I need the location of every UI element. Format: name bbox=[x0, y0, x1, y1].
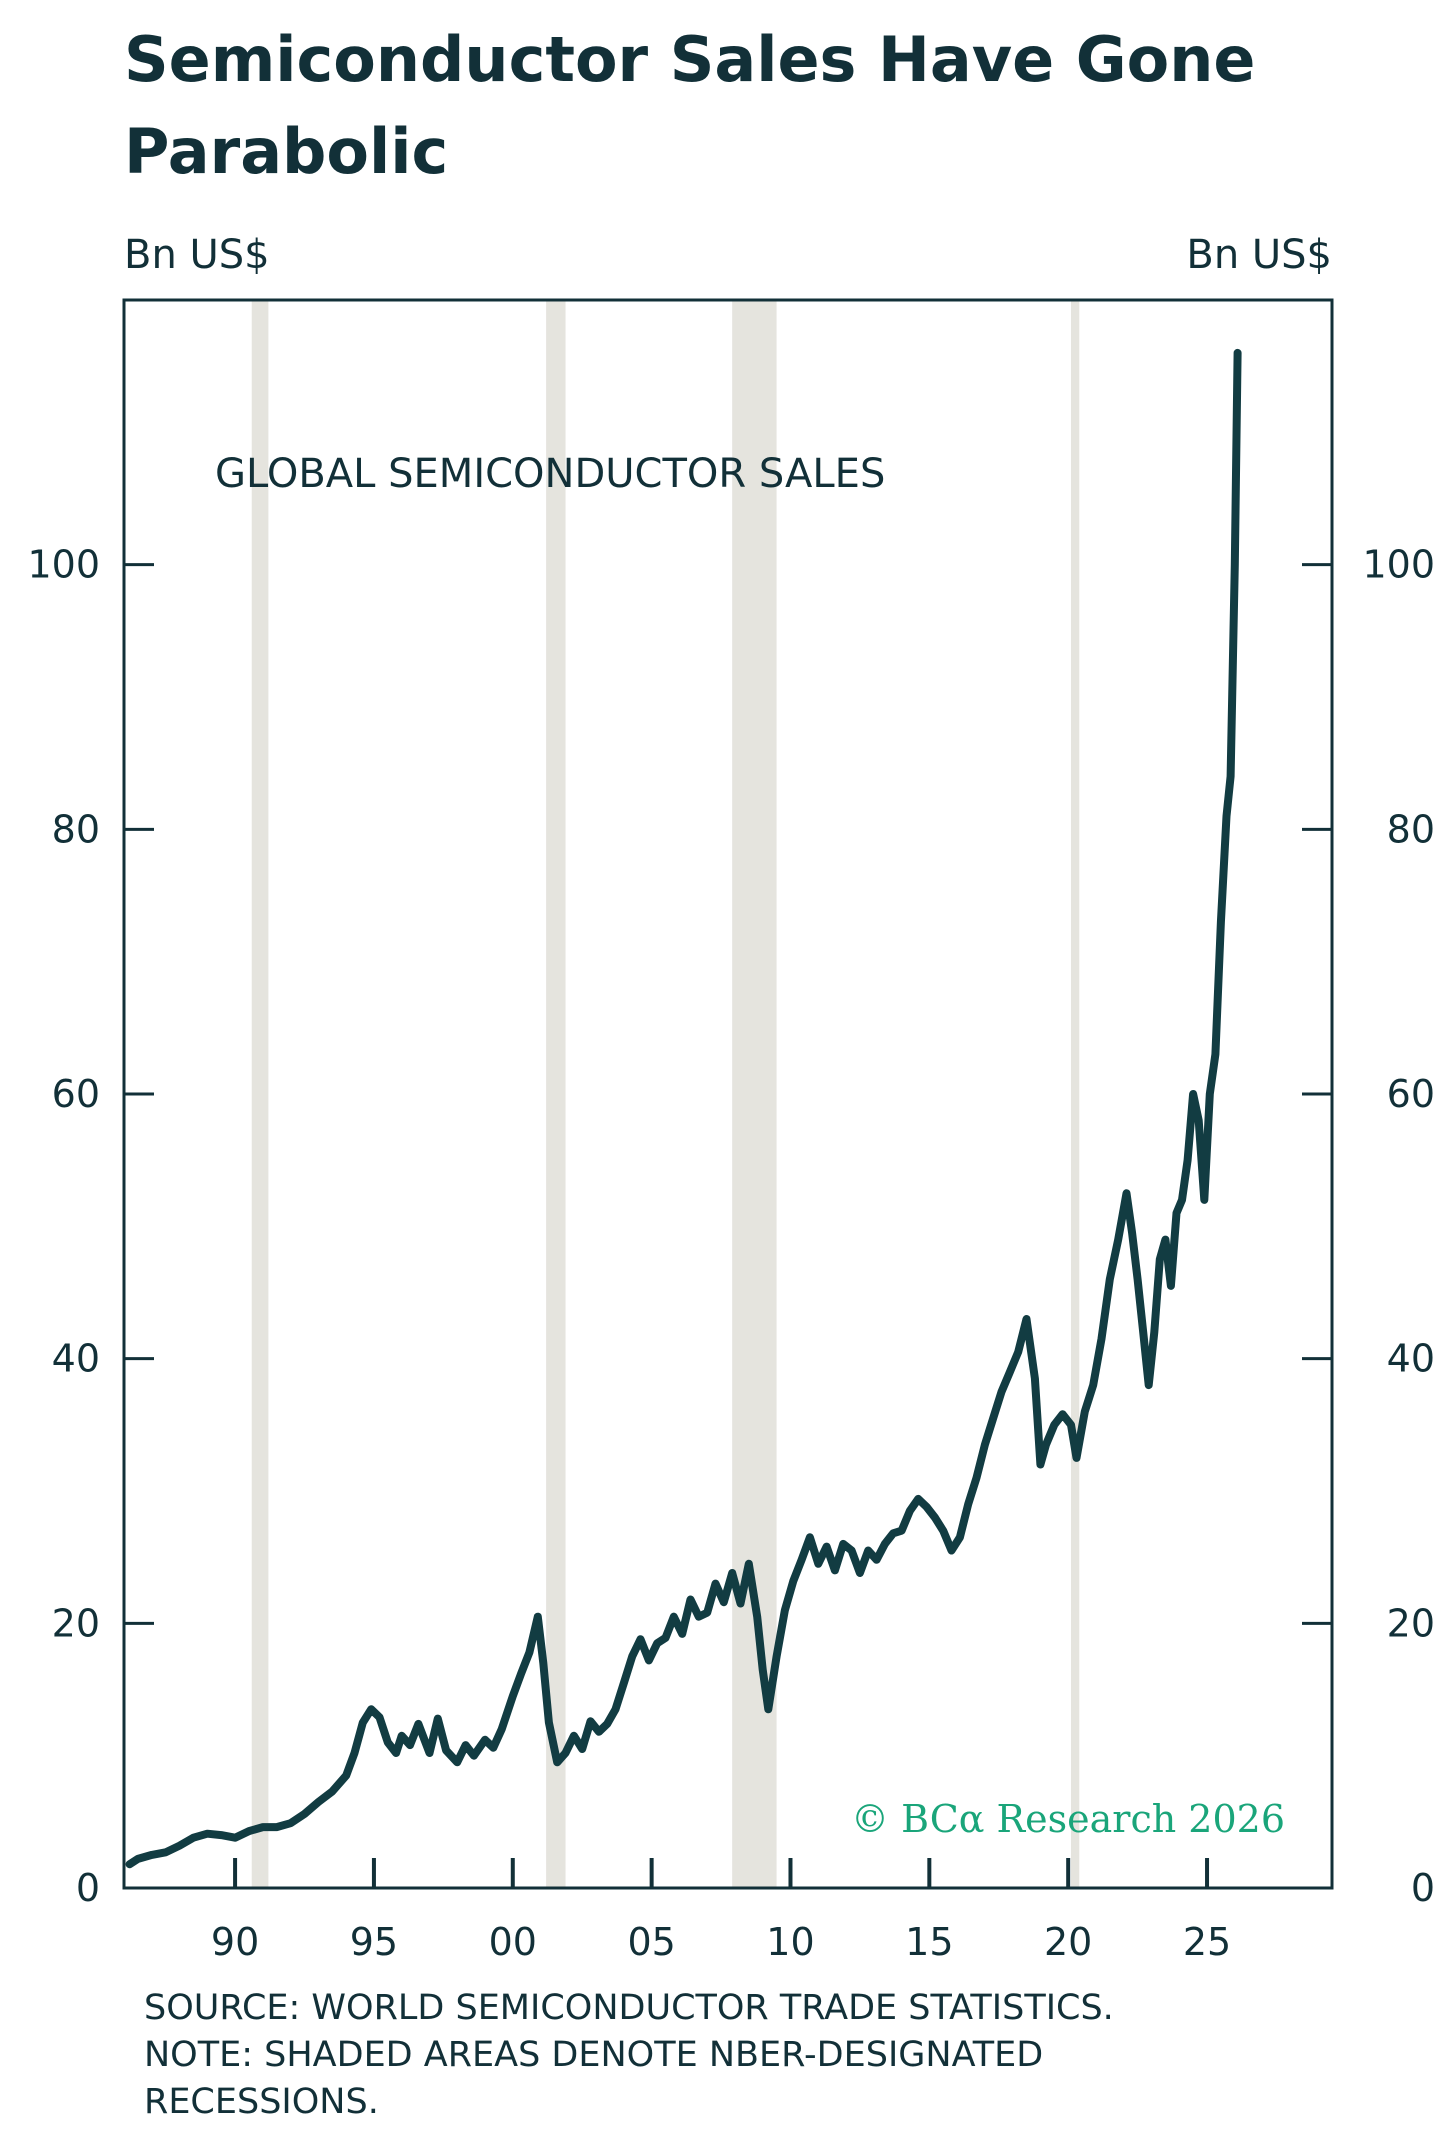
plot-frame bbox=[122, 298, 1334, 1890]
left-axis-unit-label: Bn US$ bbox=[124, 232, 270, 278]
chart-series-title: GLOBAL SEMICONDUCTOR SALES bbox=[215, 451, 885, 497]
right-axis-unit-label: Bn US$ bbox=[1186, 232, 1332, 278]
x-tick-label-95: 95 bbox=[350, 1920, 398, 1964]
x-tick-label-20: 20 bbox=[1044, 1920, 1092, 1964]
recession-band-2 bbox=[546, 300, 566, 1888]
x-tick-label-15: 15 bbox=[905, 1920, 953, 1964]
x-tick-label-05: 05 bbox=[627, 1920, 675, 1964]
recession-bands bbox=[251, 300, 1080, 1888]
y-tick-label-right-0: 0 bbox=[1411, 1866, 1435, 1910]
x-tick-label-10: 10 bbox=[766, 1920, 814, 1964]
source-line-3: RECESSIONS. bbox=[144, 2082, 379, 2122]
source-line-1: SOURCE: WORLD SEMICONDUCTOR TRADE STATIS… bbox=[144, 1988, 1114, 2028]
series-layer bbox=[125, 348, 1242, 1869]
series-line-1 bbox=[125, 348, 1242, 1869]
recession-band-1 bbox=[251, 300, 269, 1888]
y-tick-label-left-0: 0 bbox=[76, 1866, 100, 1910]
y-tick-label-right-80: 80 bbox=[1387, 807, 1435, 851]
page-title: Semiconductor Sales Have Gone Parabolic bbox=[124, 23, 1256, 188]
recession-band-3 bbox=[732, 300, 777, 1888]
y-tick-label-left-80: 80 bbox=[52, 807, 100, 851]
recession-band-4 bbox=[1070, 300, 1080, 1888]
y-tick-label-right-20: 20 bbox=[1387, 1601, 1435, 1645]
y-tick-label-right-60: 60 bbox=[1387, 1072, 1435, 1116]
y-tick-label-left-60: 60 bbox=[52, 1072, 100, 1116]
x-tick-label-90: 90 bbox=[211, 1920, 259, 1964]
y-tick-label-left-100: 100 bbox=[27, 543, 100, 587]
y-tick-label-left-40: 40 bbox=[52, 1337, 100, 1381]
source-note: SOURCE: WORLD SEMICONDUCTOR TRADE STATIS… bbox=[144, 1985, 1344, 2126]
y-tick-label-right-100: 100 bbox=[1362, 543, 1435, 587]
x-tick-label-00: 00 bbox=[489, 1920, 537, 1964]
axis-ticks bbox=[124, 563, 1332, 1890]
source-line-2: NOTE: SHADED AREAS DENOTE NBER-DESIGNATE… bbox=[144, 2035, 1044, 2075]
y-tick-label-left-20: 20 bbox=[52, 1601, 100, 1645]
y-tick-label-right-40: 40 bbox=[1387, 1337, 1435, 1381]
x-tick-label-25: 25 bbox=[1183, 1920, 1231, 1964]
copyright-watermark: © BCα Research 2026 bbox=[851, 1797, 1285, 1841]
